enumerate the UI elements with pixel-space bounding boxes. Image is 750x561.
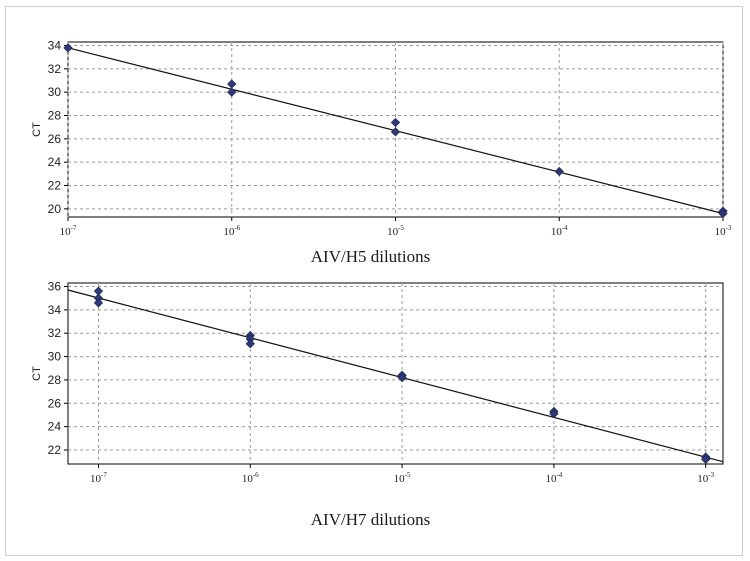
chart-h7: 22 24 26 28 30 32 34 36 10-7 10-6 10-5 10-4 10-3 CT… bbox=[31, 280, 724, 529]
data-point bbox=[718, 208, 728, 219]
data-point bbox=[549, 409, 559, 419]
points-h7 bbox=[93, 286, 711, 464]
data-point bbox=[554, 166, 564, 177]
x-axis-label-h5: AIV/H5 dilutions bbox=[311, 247, 430, 266]
data-point bbox=[63, 43, 73, 53]
x-ticks-h5: 10-7 10-6 10-5 10-4 10-3 bbox=[60, 217, 732, 238]
y-tick-label: 32 bbox=[48, 62, 62, 76]
data-point bbox=[245, 339, 255, 349]
y-tick-label: 30 bbox=[48, 85, 62, 99]
y-tick-label: 22 bbox=[48, 179, 62, 193]
y-tick-label: 34 bbox=[48, 303, 62, 317]
y-tick-label: 24 bbox=[48, 420, 62, 434]
y-tick-label: 26 bbox=[48, 132, 62, 146]
x-ticks-h7: 10-7 10-6 10-5 10-4 10-3 bbox=[90, 464, 715, 485]
data-point bbox=[397, 372, 407, 383]
x-axis-label-h7: AIV/H7 dilutions bbox=[311, 510, 430, 529]
y-axis-label-h7: CT bbox=[31, 366, 43, 381]
y-tick-label: 24 bbox=[48, 155, 62, 169]
data-point bbox=[227, 87, 237, 97]
y-tick-label: 22 bbox=[48, 443, 62, 457]
x-tick-label: 10-3 bbox=[697, 471, 714, 485]
y-tick-label: 28 bbox=[48, 109, 62, 123]
data-point bbox=[701, 454, 711, 464]
grid-h5 bbox=[67, 42, 724, 217]
grid-h7 bbox=[68, 283, 723, 464]
y-tick-label: 32 bbox=[48, 326, 62, 340]
x-tick-label: 10-3 bbox=[715, 224, 732, 238]
x-tick-label: 10-7 bbox=[60, 224, 77, 238]
y-tick-label: 34 bbox=[48, 39, 62, 53]
fit-line-h7 bbox=[67, 289, 724, 463]
x-tick-label: 10-6 bbox=[223, 224, 240, 238]
y-ticks-h5: 20 22 24 26 28 30 32 34 bbox=[48, 39, 68, 216]
x-tick-label: 10-6 bbox=[242, 471, 259, 485]
y-tick-label: 26 bbox=[48, 396, 62, 410]
y-axis-label-h5: CT bbox=[31, 122, 43, 137]
chart-h5: 20 22 24 26 28 30 32 34 10-7 10-6 10-5 10-4 10-3 CT… bbox=[31, 39, 732, 267]
y-ticks-h7: 22 24 26 28 30 32 34 36 bbox=[48, 280, 68, 457]
x-tick-label: 10-5 bbox=[394, 471, 411, 485]
y-tick-label: 28 bbox=[48, 373, 62, 387]
plot-area-h7 bbox=[67, 282, 724, 465]
x-tick-label: 10-5 bbox=[387, 224, 404, 238]
x-tick-label: 10-4 bbox=[551, 224, 568, 238]
data-point bbox=[390, 127, 401, 137]
data-point bbox=[390, 117, 401, 128]
x-tick-label: 10-7 bbox=[90, 471, 107, 485]
y-tick-label: 36 bbox=[48, 280, 62, 294]
figure-frame bbox=[5, 6, 743, 556]
points-h5 bbox=[63, 43, 728, 219]
x-tick-label: 10-4 bbox=[545, 471, 562, 485]
y-tick-label: 30 bbox=[48, 350, 62, 364]
y-tick-label: 20 bbox=[48, 202, 62, 216]
data-point bbox=[93, 298, 104, 308]
